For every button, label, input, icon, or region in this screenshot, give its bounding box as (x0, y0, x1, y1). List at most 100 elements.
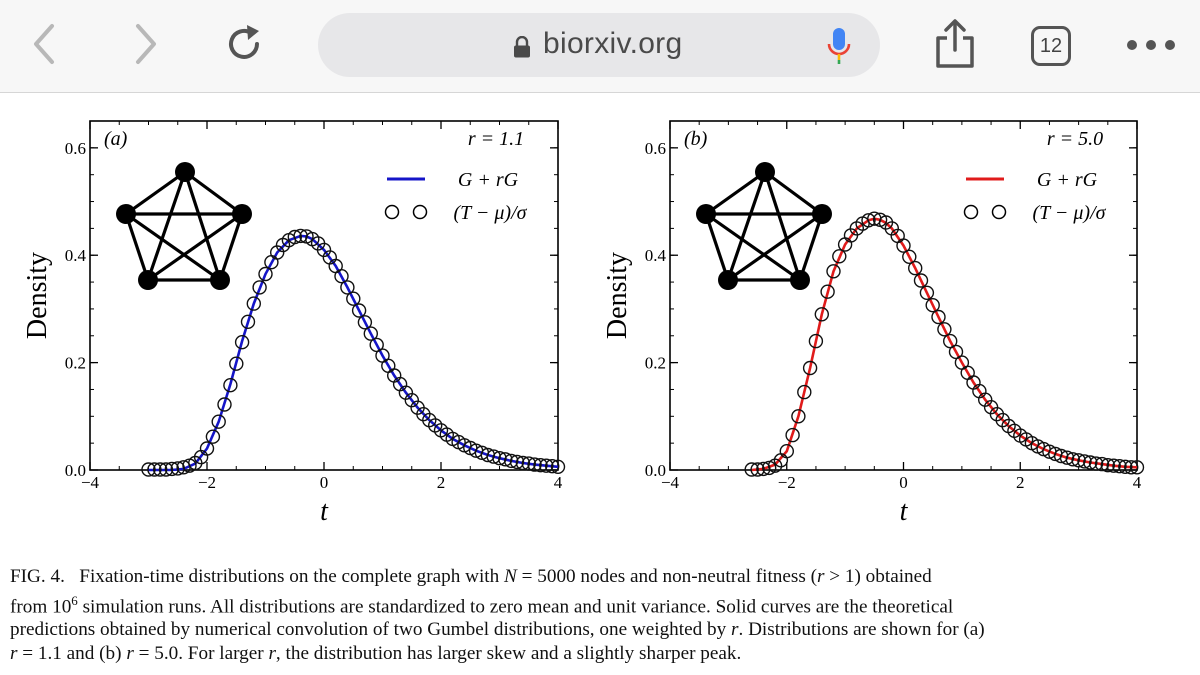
y-tick-label: 0.4 (65, 246, 87, 265)
address-bar[interactable]: biorxiv.org (318, 13, 880, 77)
data-point (351, 303, 367, 318)
graph-edge (726, 171, 767, 281)
legend: r = 5.0 G + rG (T − μ)/σ (963, 128, 1107, 224)
panel-label: (b) (684, 128, 708, 150)
lock-icon (514, 36, 530, 58)
legend-label-data: (T − μ)/σ (1032, 202, 1106, 224)
data-point (1118, 459, 1133, 474)
graph-edge (125, 212, 221, 282)
reload-button[interactable] (220, 20, 268, 68)
legend-label-data: (T − μ)/σ (453, 202, 527, 224)
legend-r-value: r = 1.1 (468, 128, 524, 150)
data-point (902, 249, 917, 265)
data-point (820, 284, 835, 299)
panel-b: −4 −2 0 2 4 0.0 0.2 0.4 0.6 t Density (b) r = 5.0 G +… (602, 120, 1145, 527)
x-tick-label: 0 (899, 473, 908, 492)
data-point (896, 238, 911, 253)
data-point (363, 326, 378, 341)
y-tick-label: 0.6 (65, 139, 86, 158)
data-point (211, 414, 226, 429)
y-tick-label: 0.6 (645, 139, 666, 158)
data-point (246, 296, 262, 311)
data-point (1088, 456, 1104, 471)
data-point (252, 280, 267, 295)
graph-edge (727, 212, 823, 282)
graph-edge (125, 170, 186, 216)
figure-4: −4 −2 0 2 4 0.0 0.2 0.4 0.6 t Density (a) r = 1.1 G +… (22, 120, 1145, 527)
graph-edge (704, 213, 730, 281)
graph-edge (146, 171, 187, 281)
data-point (486, 449, 501, 464)
caption-line-4: r = 1.1 and (b) r = 5.0. For larger r, t… (10, 642, 742, 664)
data-point (334, 268, 349, 284)
data-point (340, 280, 355, 295)
data-point (779, 444, 794, 459)
data-point (164, 461, 180, 477)
y-axis-label: Density (602, 252, 633, 339)
share-icon[interactable] (932, 18, 978, 70)
data-point (762, 460, 777, 476)
data-point (152, 462, 168, 477)
data-point (234, 334, 250, 350)
pdf-page: −4 −2 0 2 4 0.0 0.2 0.4 0.6 t Density (a) r = 1.1 G +… (0, 93, 1200, 675)
data-point (826, 264, 841, 279)
graph-node (755, 162, 775, 182)
data-point (785, 427, 800, 443)
y-tick-label: 0.2 (645, 354, 666, 373)
data-point (1129, 460, 1145, 475)
data-point (527, 457, 542, 472)
data-point (1106, 458, 1121, 473)
data-point (861, 213, 876, 228)
y-axis-label: Density (22, 252, 53, 339)
legend-marker-sample (991, 204, 1007, 220)
panel-label: (a) (104, 128, 128, 150)
data-point (199, 441, 215, 456)
data-point (919, 285, 935, 301)
panel-a: −4 −2 0 2 4 0.0 0.2 0.4 0.6 t Density (a) r = 1.1 G +… (22, 120, 566, 527)
data-point (1123, 460, 1139, 475)
data-point (925, 297, 940, 313)
data-point (1059, 450, 1075, 465)
data-point (217, 397, 232, 412)
x-tick-label: −4 (661, 473, 680, 492)
microphone-icon[interactable] (826, 27, 852, 65)
y-tick-label: 0.0 (65, 461, 86, 480)
data-point (1065, 452, 1081, 467)
data-point (346, 291, 361, 306)
graph-node (718, 270, 738, 290)
data-point (498, 452, 513, 467)
data-point (802, 360, 818, 376)
graph-node (138, 270, 158, 290)
x-tick-label: 0 (320, 473, 329, 492)
graph-edge (705, 170, 766, 216)
data-point (808, 333, 824, 349)
y-tick-label: 0.0 (645, 461, 666, 480)
caption-line-2: from 106 simulation runs. All distributi… (10, 592, 954, 617)
data-point (1112, 459, 1127, 474)
data-point (258, 266, 273, 282)
data-point (223, 378, 238, 393)
chevron-left-icon (34, 24, 54, 64)
forward-button[interactable] (120, 20, 168, 68)
tabs-button[interactable]: 12 (1031, 26, 1071, 66)
legend-label-theory: G + rG (458, 169, 519, 191)
data-point (1071, 453, 1086, 468)
graph-edge (764, 170, 823, 216)
graph-node (696, 204, 716, 224)
data-point (750, 462, 765, 477)
x-tick-label: −2 (198, 473, 216, 492)
data-point (1083, 455, 1098, 470)
data-point (158, 462, 174, 477)
graph-edge (183, 171, 222, 281)
data-point (744, 462, 759, 477)
data-point (943, 333, 958, 349)
y-tick-label: 0.4 (645, 246, 667, 265)
legend-marker-sample (963, 204, 979, 220)
chevron-right-icon (136, 24, 156, 64)
back-button[interactable] (22, 20, 70, 68)
more-dots-icon[interactable] (1125, 34, 1177, 56)
x-tick-label: 2 (1016, 473, 1025, 492)
graph-node (116, 204, 136, 224)
browser-toolbar: biorxiv.org 12 (0, 0, 1200, 93)
data-point (948, 344, 964, 360)
